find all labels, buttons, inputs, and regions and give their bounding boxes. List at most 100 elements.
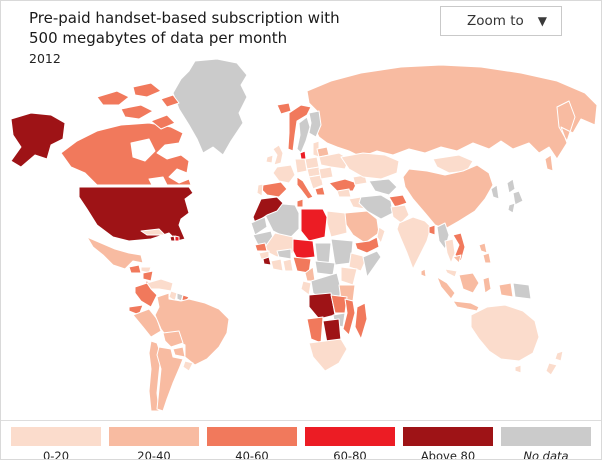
country-russia[interactable] [306,64,598,172]
country-spain[interactable] [260,181,288,198]
legend-swatch-above-80 [403,427,493,446]
year-label: 2012 [29,51,61,66]
country-mexico[interactable] [86,236,144,270]
country-balkans[interactable] [308,174,324,190]
country-sri-lanka[interactable] [420,268,427,278]
country-cuba[interactable] [140,228,166,236]
country-namibia[interactable] [306,316,324,344]
country-sumatra[interactable] [436,276,456,300]
country-iran[interactable] [358,194,394,220]
legend-label-no-data: No data [523,449,569,460]
country-colombia[interactable] [134,282,158,308]
legend-swatch-no-data [501,427,591,446]
country-bangladesh[interactable] [428,224,436,236]
country-tunisia[interactable] [296,198,304,208]
country-iceland[interactable] [276,102,292,115]
country-alaska[interactable] [10,112,66,168]
country-greenland[interactable] [172,58,248,156]
country-finland[interactable] [308,110,322,138]
country-romania[interactable] [318,166,334,180]
country-korea[interactable] [490,184,500,200]
country-niger[interactable] [292,238,316,260]
country-central-african-republic[interactable] [314,260,336,276]
country-papua-new-guinea[interactable] [512,282,532,300]
country-turkey[interactable] [328,178,358,192]
country-canada-arctic-3[interactable] [120,104,154,120]
country-peru[interactable] [132,308,162,338]
country-kazakhstan[interactable] [340,152,400,180]
country-borneo[interactable] [458,272,480,294]
zoom-to-dropdown[interactable]: Zoom to ▼ [440,6,562,36]
country-canada-arctic-1[interactable] [96,90,130,106]
country-somalia[interactable] [362,250,382,278]
country-canada-arctic-2[interactable] [132,82,162,98]
country-syria-levant[interactable] [336,188,352,198]
country-senegal[interactable] [254,242,268,252]
country-libya[interactable] [300,208,328,242]
country-sierra-leone[interactable] [262,256,272,266]
country-india[interactable] [396,216,432,270]
country-cambodia[interactable] [452,254,462,264]
country-tasmania[interactable] [514,364,522,374]
country-australia[interactable] [470,304,540,362]
country-west-papua[interactable] [498,282,514,298]
legend-swatch-60-80 [305,427,395,446]
country-guatemala[interactable] [128,264,142,274]
country-afghanistan[interactable] [388,194,408,208]
country-canada-arctic-5[interactable] [160,94,180,108]
country-paraguay[interactable] [172,346,186,358]
country-ethiopia[interactable] [348,252,368,272]
country-china[interactable] [402,164,494,230]
page-title-line1: Pre-paid handset-based subscription with [29,9,340,27]
country-sweden[interactable] [296,116,311,154]
country-greece[interactable] [314,186,326,196]
country-turkmenistan-uzbekistan[interactable] [368,178,398,196]
country-ghana[interactable] [282,258,294,272]
country-sulawesi[interactable] [482,276,492,294]
country-vietnam[interactable] [452,232,466,262]
country-france[interactable] [272,164,296,184]
country-south-africa[interactable] [308,338,348,372]
country-denmark[interactable] [299,150,307,160]
country-germany[interactable] [294,158,308,174]
country-italy[interactable] [296,176,314,200]
country-philippines[interactable] [478,242,492,264]
country-uruguay[interactable] [182,360,194,372]
country-bolivia[interactable] [162,330,184,348]
country-norway[interactable] [287,104,312,152]
country-thailand[interactable] [444,238,456,264]
country-usa[interactable] [78,186,194,242]
country-gabon-congo[interactable] [300,280,312,296]
country-egypt[interactable] [326,210,348,238]
country-angola[interactable] [308,292,336,320]
legend-label-above-80: Above 80 [420,449,476,460]
country-nicaragua[interactable] [142,270,154,282]
country-malaysia[interactable] [444,268,458,278]
country-pakistan[interactable] [390,204,410,224]
country-haiti[interactable] [169,235,176,242]
country-united-kingdom[interactable] [272,144,284,166]
country-yemen[interactable] [354,236,380,254]
country-burkina-faso[interactable] [276,248,292,260]
country-oman[interactable] [376,226,386,244]
country-uganda-kenya[interactable] [340,266,358,286]
country-portugal[interactable] [256,183,264,197]
country-western-sahara[interactable] [250,216,268,236]
country-ivory-coast[interactable] [270,258,284,272]
country-canada-arctic-4[interactable] [150,114,176,130]
country-japan[interactable] [506,178,524,214]
country-madagascar[interactable] [354,302,368,340]
country-ireland[interactable] [265,154,274,164]
country-morocco[interactable] [252,196,284,224]
legend-item-no-data: No data [501,427,591,460]
country-brazil[interactable] [154,292,230,366]
country-java[interactable] [452,300,480,312]
country-new-zealand[interactable] [545,350,564,376]
country-canada[interactable] [60,122,192,186]
country-mozambique[interactable] [342,298,356,336]
country-argentina[interactable] [156,346,184,412]
page-title-line2: 500 megabytes of data per month [29,29,288,48]
country-dominican-republic[interactable] [174,235,180,242]
